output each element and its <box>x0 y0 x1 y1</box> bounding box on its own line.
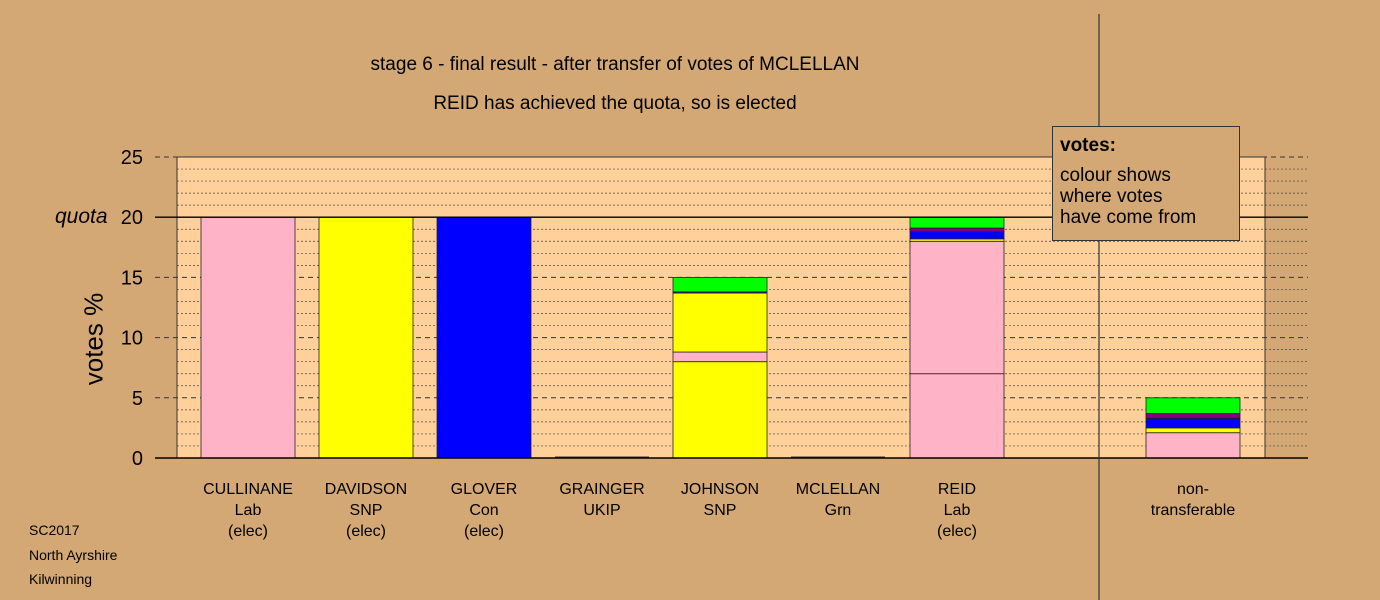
legend-body: colour shows where votes have come from <box>1060 165 1197 228</box>
bar-segment <box>672 351 768 363</box>
y-tick-label: 0 <box>132 448 143 470</box>
chart-subtitle: REID has achieved the quota, so is elect… <box>433 93 797 114</box>
category-label-line: JOHNSON <box>680 481 760 498</box>
bar-segment <box>318 216 414 459</box>
category-label-line: Con <box>469 502 499 519</box>
category-label-line: REID <box>937 481 977 498</box>
bar-segment <box>1145 427 1241 434</box>
category-label: DAVIDSON SNP (elec) <box>296 479 436 542</box>
y-tick-label: 20 <box>121 207 143 229</box>
category-label-line: SNP <box>349 502 383 519</box>
footer-election: SC2017 <box>29 522 80 538</box>
category-label: GLOVER Con (elec) <box>414 479 554 542</box>
footer-ward: Kilwinning <box>29 571 93 587</box>
category-label: GRAINGER UKIP <box>532 479 672 521</box>
category-label-line: Lab <box>943 502 971 519</box>
bar-segment <box>909 216 1005 229</box>
legend-title: votes: <box>1060 135 1116 156</box>
category-label-line: SNP <box>703 502 737 519</box>
bar-segment <box>672 361 768 459</box>
bar-segment <box>672 292 768 353</box>
category-label: non-transferable <box>1123 479 1263 521</box>
category-label-line: (elec) <box>463 523 504 540</box>
y-tick-label: 15 <box>121 267 143 289</box>
category-label-line: (elec) <box>227 523 268 540</box>
category-label-line: Lab <box>234 502 262 519</box>
y-tick-label: 25 <box>121 147 143 169</box>
bar-segment <box>200 216 296 459</box>
bar-segment <box>909 373 1005 459</box>
chart-title: stage 6 - final result - after transfer … <box>370 54 860 75</box>
bar-segment <box>1145 417 1241 429</box>
category-label: REID Lab (elec) <box>887 479 1027 542</box>
category-label-line: UKIP <box>583 502 621 519</box>
category-label-line: non- <box>1176 481 1210 498</box>
category-label: MCLELLAN Grn <box>768 479 908 521</box>
category-label-line: (elec) <box>936 523 977 540</box>
legend-box: votes: colour shows where votes have com… <box>1052 126 1240 241</box>
category-label: CULLINANE Lab (elec) <box>178 479 318 542</box>
category-label: JOHNSON SNP <box>650 479 790 521</box>
footer-council: North Ayrshire <box>29 547 118 563</box>
bar-segment <box>909 231 1005 240</box>
category-label-line: GLOVER <box>450 481 518 498</box>
quota-label: quota <box>55 205 108 228</box>
y-axis-label: votes % <box>78 292 109 386</box>
bar-segment <box>672 276 768 293</box>
category-label-line: (elec) <box>345 523 386 540</box>
category-label-line: CULLINANE <box>203 481 293 498</box>
category-label-line: DAVIDSON <box>324 481 408 498</box>
bar-segment <box>909 240 1005 375</box>
bar-segment <box>1145 397 1241 414</box>
bar-segment <box>436 216 532 459</box>
category-label-line: transferable <box>1150 502 1236 519</box>
y-tick-label: 5 <box>132 388 143 410</box>
bar-segment <box>909 227 1005 233</box>
category-label-line: GRAINGER <box>559 481 645 498</box>
y-tick-label: 10 <box>121 328 143 350</box>
bar-segment <box>1145 413 1241 419</box>
category-label-line: Grn <box>824 502 852 519</box>
bar-segment <box>1145 432 1241 459</box>
category-label-line: MCLELLAN <box>795 481 881 498</box>
